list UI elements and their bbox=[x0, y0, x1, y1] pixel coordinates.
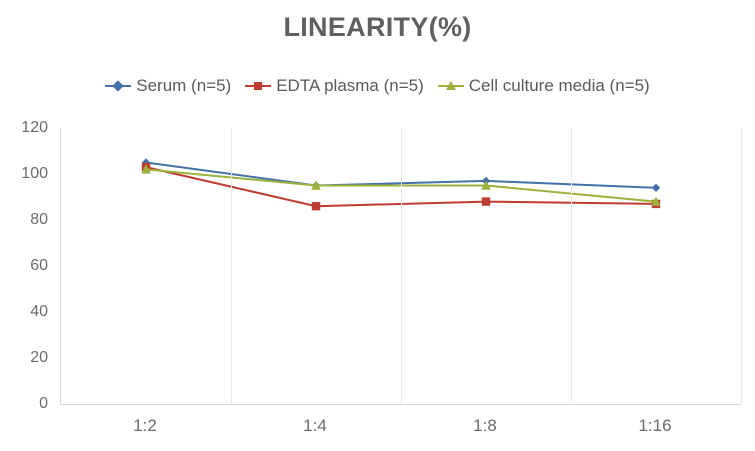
x-tick-label: 1:4 bbox=[303, 416, 327, 435]
data-point-marker bbox=[311, 202, 321, 211]
vertical-gridline bbox=[571, 128, 572, 404]
chart-title: LINEARITY(%) bbox=[283, 12, 472, 42]
vertical-gridline bbox=[741, 128, 742, 404]
legend-item[interactable]: Serum (n=5) bbox=[105, 76, 231, 96]
vertical-gridline bbox=[401, 128, 402, 404]
data-point-marker bbox=[311, 180, 321, 190]
x-tick-label: 1:8 bbox=[473, 416, 497, 435]
plot-wrapper: 0 20 40 60 80 100 120 1:2 1:4 1:8 1:16 bbox=[0, 110, 755, 451]
y-axis-tick-labels: 0 20 40 60 80 100 120 bbox=[0, 110, 54, 451]
legend-marker-square-icon bbox=[245, 79, 272, 93]
data-point-marker bbox=[651, 183, 661, 192]
data-point-marker bbox=[141, 164, 151, 174]
x-tick-label: 1:16 bbox=[638, 416, 672, 435]
legend-marker-diamond-icon bbox=[105, 79, 132, 93]
legend-label: Serum (n=5) bbox=[136, 76, 232, 95]
data-point-marker bbox=[481, 197, 491, 206]
legend-label: Cell culture media (n=5) bbox=[468, 76, 650, 95]
data-point-marker bbox=[481, 180, 491, 190]
y-tick-label: 60 bbox=[30, 257, 48, 274]
y-tick-label: 80 bbox=[30, 211, 48, 228]
legend-label: EDTA plasma (n=5) bbox=[276, 76, 424, 95]
data-point-marker bbox=[651, 196, 661, 206]
vertical-gridline bbox=[231, 128, 232, 404]
y-tick-label: 100 bbox=[21, 165, 48, 182]
y-tick-label: 40 bbox=[30, 303, 48, 320]
x-axis-tick-labels: 1:2 1:4 1:8 1:16 bbox=[60, 410, 740, 450]
legend-marker-triangle-icon bbox=[437, 79, 464, 93]
chart-legend: Serum (n=5) EDTA plasma (n=5) Cell culture… bbox=[0, 76, 755, 96]
y-tick-label: 120 bbox=[21, 119, 48, 136]
legend-item[interactable]: EDTA plasma (n=5) bbox=[245, 76, 424, 96]
plot-area bbox=[60, 128, 742, 405]
legend-item[interactable]: Cell culture media (n=5) bbox=[437, 76, 650, 96]
y-tick-label: 20 bbox=[30, 349, 48, 366]
x-tick-label: 1:2 bbox=[133, 416, 157, 435]
y-tick-label: 0 bbox=[39, 395, 48, 412]
